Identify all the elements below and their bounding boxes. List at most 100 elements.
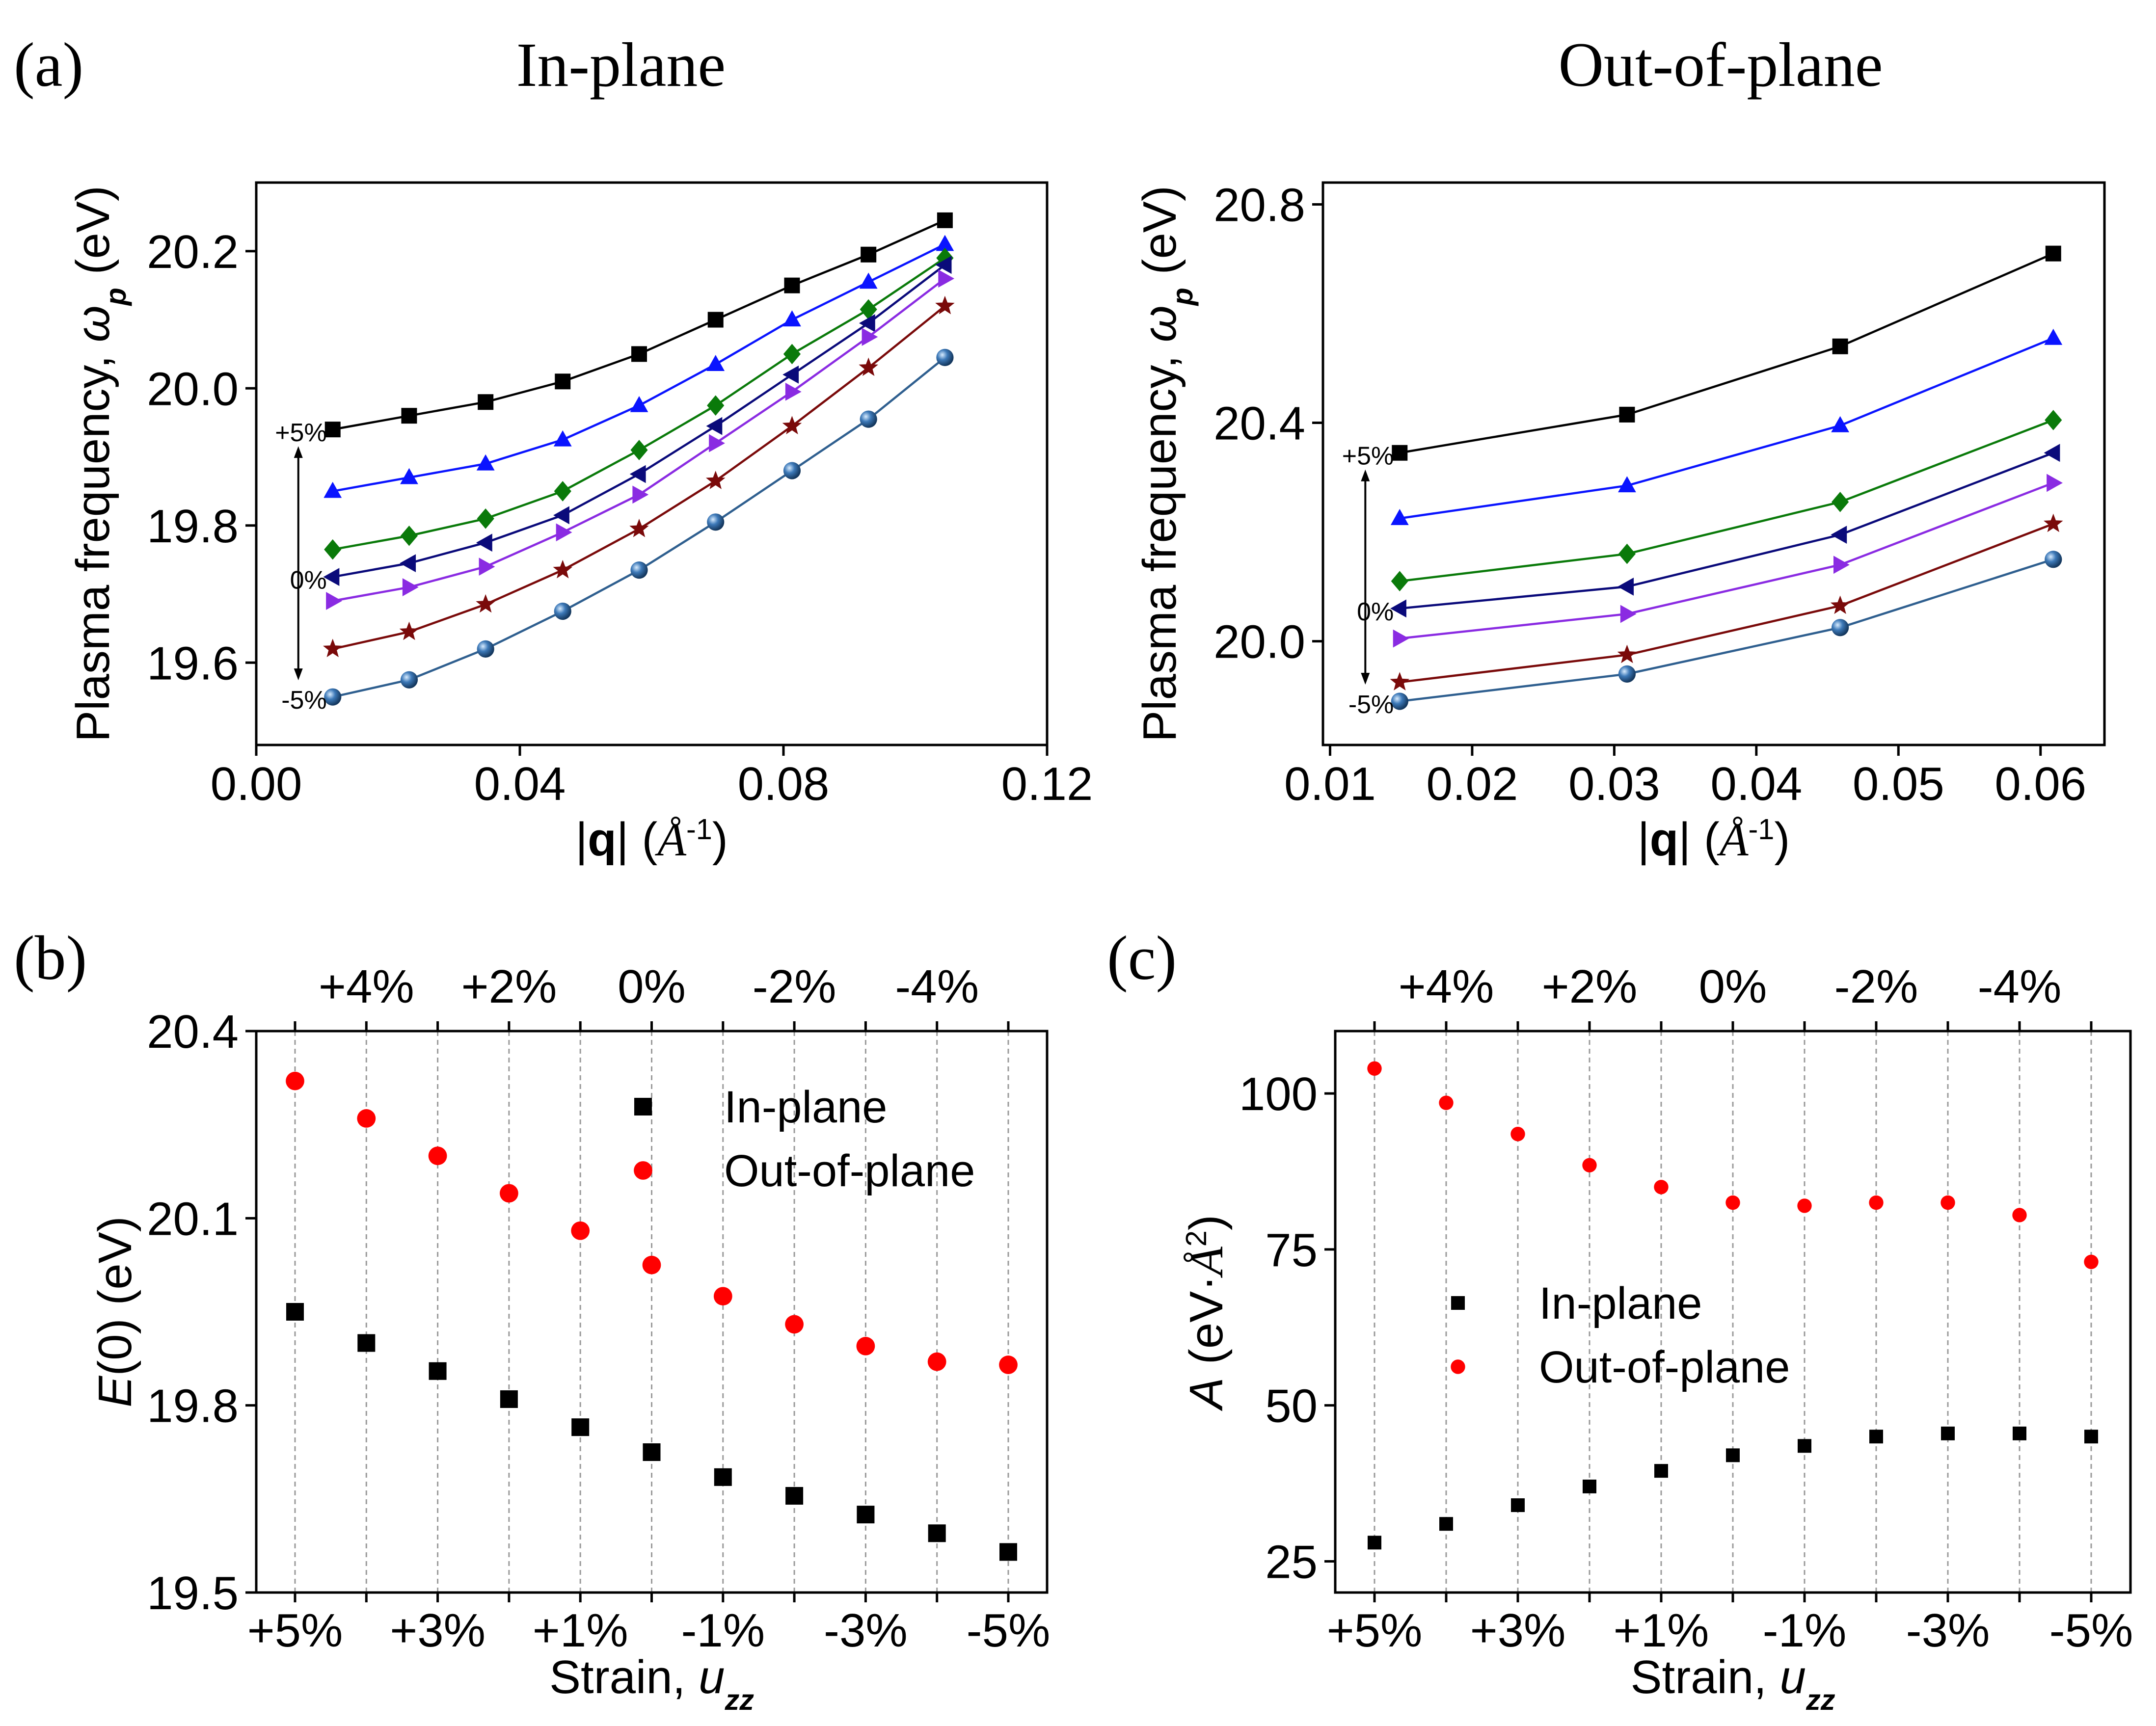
data-point bbox=[553, 430, 572, 447]
data-point bbox=[632, 485, 649, 504]
data-point bbox=[1583, 1479, 1596, 1493]
data-point bbox=[500, 1390, 518, 1408]
data-point bbox=[1511, 1498, 1525, 1513]
data-point bbox=[782, 365, 799, 384]
y-tick-label: 20.0 bbox=[1213, 616, 1305, 668]
data-point bbox=[862, 328, 878, 346]
data-point bbox=[1619, 406, 1635, 423]
legend-label: Out-of-plane bbox=[1539, 1342, 1790, 1392]
data-point bbox=[936, 235, 954, 251]
data-point bbox=[999, 1543, 1017, 1561]
data-point bbox=[783, 344, 801, 365]
y-tick-label: 50 bbox=[1265, 1380, 1318, 1433]
x-tick-label: -3% bbox=[1906, 1604, 1990, 1657]
data-point bbox=[1831, 526, 1847, 544]
data-point bbox=[500, 1184, 518, 1203]
data-point bbox=[476, 533, 492, 552]
x-tick-label: +1% bbox=[1614, 1604, 1709, 1657]
strain-arrow-head bbox=[294, 668, 303, 681]
series-line--2% bbox=[332, 277, 946, 602]
y-tick-label: 20.0 bbox=[147, 363, 239, 415]
x-tick-label: 0.00 bbox=[211, 758, 302, 810]
data-point bbox=[785, 1487, 804, 1505]
x-tick-label: 0.02 bbox=[1427, 758, 1518, 810]
data-point bbox=[477, 508, 494, 529]
x-top-tick-label: +4% bbox=[1399, 960, 1494, 1013]
data-point bbox=[856, 1337, 875, 1355]
y-tick-label: 19.8 bbox=[147, 1380, 239, 1433]
data-point bbox=[707, 312, 724, 328]
x-tick-label: +1% bbox=[533, 1604, 628, 1657]
y-axis-label: E(0) (eV) bbox=[89, 1216, 141, 1407]
data-point bbox=[324, 539, 342, 560]
data-point bbox=[2012, 1208, 2027, 1222]
x-tick-label: +5% bbox=[247, 1604, 343, 1657]
strain-arrow-head bbox=[294, 446, 303, 458]
data-point bbox=[714, 1468, 732, 1486]
data-point bbox=[861, 246, 877, 263]
x-top-tick-label: -4% bbox=[895, 960, 979, 1013]
data-point bbox=[401, 408, 417, 424]
data-point bbox=[629, 465, 646, 483]
chart-e0-vs-strain: +5% +4% +3% +2% +1% 0% -1% -2% -3% -4% -5% 19.5 19.8… bbox=[89, 960, 1050, 1716]
data-point bbox=[1831, 416, 1850, 432]
data-point bbox=[860, 410, 877, 428]
legend-marker bbox=[634, 1098, 652, 1115]
x-tick-label: 0.06 bbox=[1994, 758, 2086, 810]
data-point bbox=[937, 212, 953, 228]
series-line--2% bbox=[1400, 481, 2054, 640]
data-point bbox=[1367, 1061, 1382, 1076]
data-point bbox=[2013, 1426, 2026, 1440]
x-axis-label: Strain, uzz bbox=[549, 1651, 754, 1716]
legend-label: Out-of-plane bbox=[724, 1146, 975, 1196]
y-tick-label: 20.4 bbox=[1213, 398, 1305, 450]
y-tick-label: 19.8 bbox=[147, 500, 239, 553]
legend: In-plane Out-of-plane bbox=[1451, 1278, 1790, 1392]
data-point bbox=[1582, 1158, 1597, 1172]
data-point bbox=[286, 1071, 304, 1090]
data-point bbox=[2084, 1430, 2098, 1444]
data-point bbox=[1618, 665, 1636, 683]
x-tick-label: +5% bbox=[1327, 1604, 1423, 1657]
data-point bbox=[1617, 644, 1637, 664]
data-point bbox=[357, 1109, 376, 1128]
data-point bbox=[785, 1315, 804, 1334]
data-point bbox=[571, 1221, 590, 1240]
data-point bbox=[860, 299, 877, 320]
data-point bbox=[1439, 1517, 1453, 1531]
data-point bbox=[936, 348, 954, 366]
plot-frame bbox=[1321, 181, 2106, 746]
data-point bbox=[707, 395, 725, 416]
data-point bbox=[1797, 1198, 1812, 1213]
data-point bbox=[400, 525, 418, 546]
data-point bbox=[554, 481, 571, 502]
data-point bbox=[477, 640, 494, 658]
y-axis-label: A (eV·Å2) bbox=[1180, 1215, 1233, 1411]
series-line-+2% bbox=[1400, 419, 2054, 583]
x-tick-label: -1% bbox=[1763, 1604, 1847, 1657]
data-point bbox=[323, 481, 342, 498]
title-outplane: Out-of-plane bbox=[1558, 30, 1883, 100]
data-point bbox=[1390, 599, 1406, 618]
series-line--5% bbox=[1400, 558, 2054, 703]
data-point bbox=[1393, 629, 1409, 648]
y-tick-label: 20.2 bbox=[147, 226, 239, 278]
data-point bbox=[323, 568, 340, 586]
data-point bbox=[553, 506, 569, 525]
data-point bbox=[1654, 1464, 1668, 1478]
data-point bbox=[1510, 1127, 1525, 1142]
title-inplane: In-plane bbox=[516, 30, 726, 100]
data-point bbox=[400, 554, 416, 573]
data-point bbox=[1869, 1430, 1883, 1444]
data-point bbox=[326, 592, 342, 610]
y-tick-label: 75 bbox=[1265, 1224, 1318, 1276]
data-point bbox=[555, 373, 571, 390]
y-axis-label: Plasma frequency, ωp (eV) bbox=[1133, 186, 1199, 742]
data-point bbox=[1830, 595, 1850, 614]
x-tick-label: -5% bbox=[967, 1604, 1051, 1657]
x-tick-label: -5% bbox=[2049, 1604, 2133, 1657]
legend-marker bbox=[634, 1161, 652, 1180]
data-point bbox=[476, 454, 495, 471]
y-tick-label: 25 bbox=[1265, 1536, 1318, 1588]
